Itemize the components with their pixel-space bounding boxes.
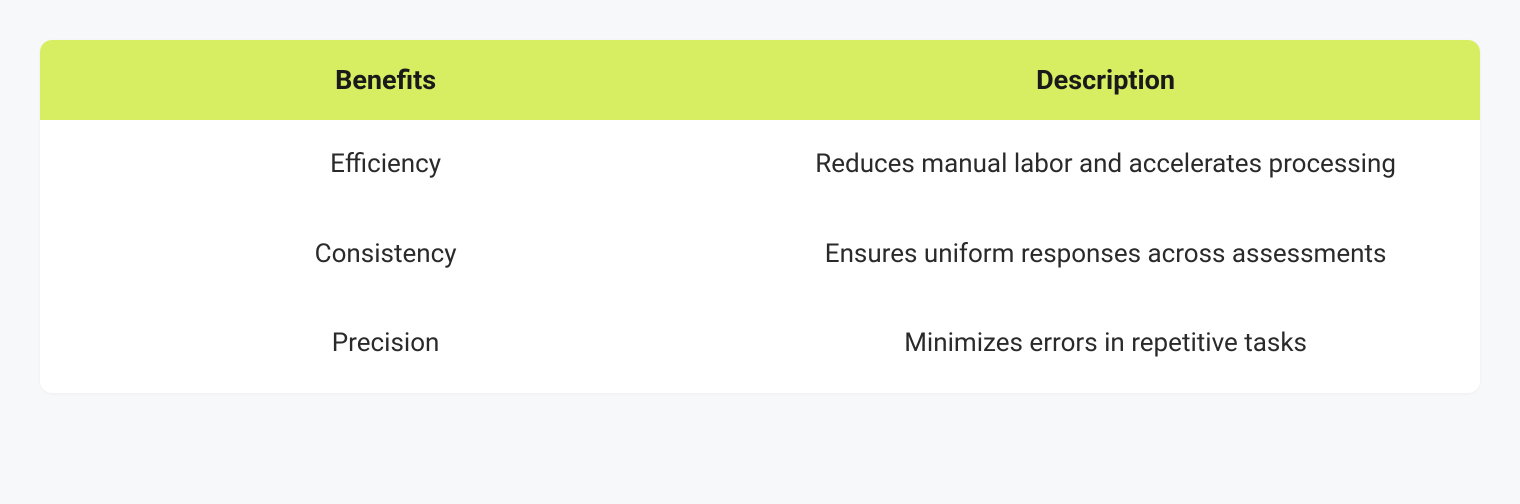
table-row: Consistency Ensures uniform responses ac… bbox=[40, 210, 1480, 300]
cell-benefit: Precision bbox=[40, 299, 731, 393]
table-row: Efficiency Reduces manual labor and acce… bbox=[40, 120, 1480, 210]
cell-description: Minimizes errors in repetitive tasks bbox=[731, 299, 1480, 393]
benefits-table-container: Benefits Description Efficiency Reduces … bbox=[40, 40, 1480, 393]
table-body: Efficiency Reduces manual labor and acce… bbox=[40, 120, 1480, 393]
table-header-row: Benefits Description bbox=[40, 40, 1480, 120]
benefits-table: Benefits Description Efficiency Reduces … bbox=[40, 40, 1480, 393]
cell-description: Reduces manual labor and accelerates pro… bbox=[731, 120, 1480, 210]
column-header-description: Description bbox=[731, 40, 1480, 120]
table-row: Precision Minimizes errors in repetitive… bbox=[40, 299, 1480, 393]
cell-benefit: Efficiency bbox=[40, 120, 731, 210]
cell-description: Ensures uniform responses across assessm… bbox=[731, 210, 1480, 300]
column-header-benefits: Benefits bbox=[40, 40, 731, 120]
table-header: Benefits Description bbox=[40, 40, 1480, 120]
cell-benefit: Consistency bbox=[40, 210, 731, 300]
